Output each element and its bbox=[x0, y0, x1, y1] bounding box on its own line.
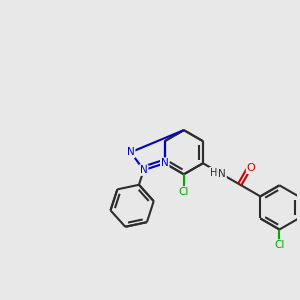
Text: H: H bbox=[210, 168, 217, 178]
Text: N: N bbox=[161, 158, 169, 168]
Text: Cl: Cl bbox=[179, 187, 189, 197]
Text: O: O bbox=[247, 163, 256, 173]
Text: N: N bbox=[127, 147, 135, 157]
Text: Cl: Cl bbox=[274, 240, 285, 250]
Text: N: N bbox=[218, 169, 226, 179]
Text: N: N bbox=[140, 165, 148, 175]
